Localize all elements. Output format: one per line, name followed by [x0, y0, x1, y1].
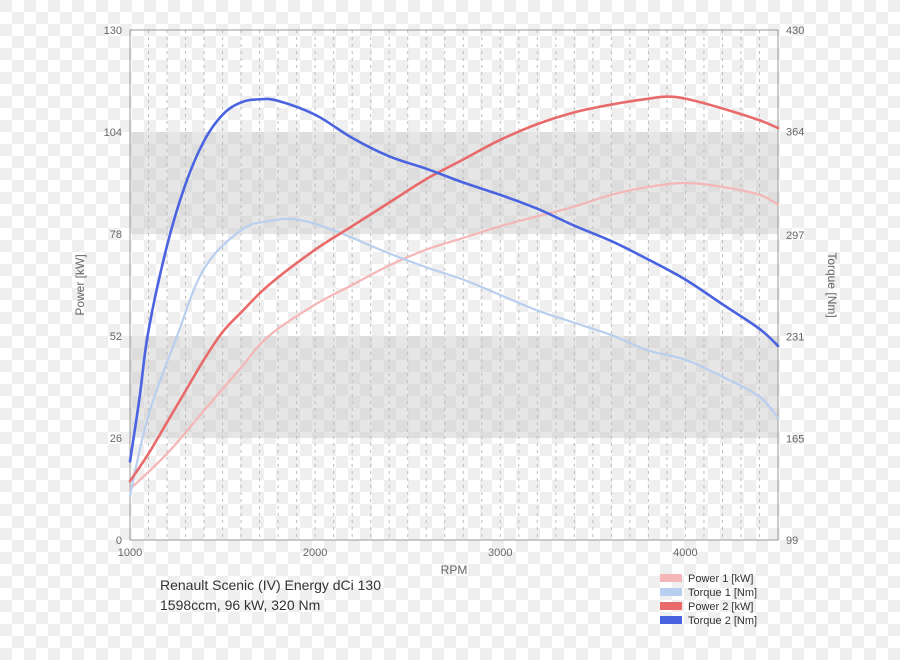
plot-band [130, 438, 778, 540]
yleft-axis-label: Power [kW] [73, 254, 87, 315]
yright-tick-label: 99 [786, 535, 798, 547]
legend-label: Torque 2 [Nm] [688, 615, 757, 627]
plot-area: 1000 2000 3000 4000 RPM 0 26 52 78 104 130 Power [k… [73, 25, 839, 577]
chart-container: 1000 2000 3000 4000 RPM 0 26 52 78 104 130 Power [k… [0, 0, 900, 660]
x-tick-label: 1000 [118, 547, 142, 559]
x-tick-label: 2000 [303, 547, 327, 559]
caption-line2: 1598ccm, 96 kW, 320 Nm [160, 597, 320, 613]
yright-tick-label: 231 [786, 332, 804, 344]
yright-axis-label: Torque [Nm] [825, 252, 839, 317]
yright-tick-label: 297 [786, 230, 804, 242]
legend-label: Torque 1 [Nm] [688, 587, 757, 599]
yright-tick-label: 165 [786, 433, 804, 445]
legend-label: Power 2 [kW] [688, 601, 753, 613]
yleft-tick-label: 130 [104, 25, 122, 37]
legend-swatch [660, 602, 682, 610]
x-tick-label: 4000 [673, 547, 697, 559]
yleft-tick-label: 104 [104, 127, 122, 139]
dyno-chart-svg: 1000 2000 3000 4000 RPM 0 26 52 78 104 130 Power [k… [0, 0, 900, 660]
plot-band [130, 234, 778, 336]
legend-swatch [660, 574, 682, 582]
yright-tick-label: 430 [786, 25, 804, 37]
caption-line1: Renault Scenic (IV) Energy dCi 130 [160, 577, 381, 593]
x-tick-label: 3000 [488, 547, 512, 559]
yleft-tick-label: 26 [110, 433, 122, 445]
yleft-tick-label: 78 [110, 229, 122, 241]
legend-swatch [660, 588, 682, 596]
yleft-tick-label: 0 [116, 535, 122, 547]
x-axis-label: RPM [441, 563, 468, 577]
legend-label: Power 1 [kW] [688, 573, 753, 585]
plot-band [130, 30, 778, 132]
plot-band [130, 336, 778, 438]
yright-tick-label: 364 [786, 127, 804, 139]
yleft-tick-label: 52 [110, 331, 122, 343]
legend-swatch [660, 616, 682, 624]
